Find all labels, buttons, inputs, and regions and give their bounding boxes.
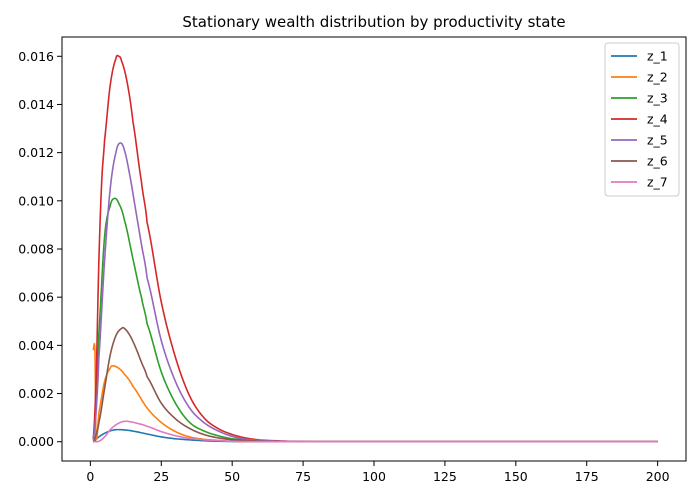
y-tick-label: 0.008 bbox=[18, 242, 54, 257]
x-tick-label: 75 bbox=[295, 469, 311, 484]
plot-frame bbox=[61, 36, 687, 462]
x-tick-label: 150 bbox=[504, 469, 528, 484]
legend: z_1 z_2 z_3 z_4 z_5 z_6 z_7 bbox=[604, 42, 680, 197]
x-tick-label: 125 bbox=[433, 469, 457, 484]
series-line-z-5 bbox=[92, 142, 658, 443]
y-tick-label: 0.010 bbox=[18, 193, 54, 208]
legend-box bbox=[604, 42, 680, 197]
x-tick-label: 200 bbox=[646, 469, 670, 484]
legend-label: z_4 bbox=[647, 112, 668, 127]
legend-label: z_2 bbox=[647, 70, 668, 85]
x-tick-label: 0 bbox=[86, 469, 94, 484]
legend-label: z_1 bbox=[647, 49, 668, 64]
series-line-z-6 bbox=[92, 326, 658, 443]
legend-label: z_7 bbox=[647, 175, 668, 190]
x-tick-label: 100 bbox=[362, 469, 386, 484]
y-axis: 0.000 0.002 0.004 0.006 0.008 0.010 0.012 0.014… bbox=[18, 49, 62, 449]
x-axis: 0 25 50 75 100 125 150 175 200 bbox=[86, 461, 670, 484]
legend-label: z_5 bbox=[647, 133, 668, 148]
series-line-z-4 bbox=[92, 54, 658, 443]
x-tick-label: 50 bbox=[224, 469, 240, 484]
chart-title: Stationary wealth distribution by produc… bbox=[182, 13, 565, 31]
series-line-z-3 bbox=[92, 197, 658, 443]
x-tick-label: 25 bbox=[153, 469, 169, 484]
y-tick-label: 0.012 bbox=[18, 145, 54, 160]
y-tick-label: 0.016 bbox=[18, 49, 54, 64]
legend-label: z_3 bbox=[647, 91, 668, 106]
y-tick-label: 0.006 bbox=[18, 290, 54, 305]
series-line-z-7 bbox=[92, 420, 658, 443]
x-tick-label: 175 bbox=[575, 469, 599, 484]
y-tick-label: 0.004 bbox=[18, 338, 54, 353]
y-tick-label: 0.002 bbox=[18, 386, 54, 401]
series-lines bbox=[92, 54, 658, 443]
y-tick-label: 0.014 bbox=[18, 97, 54, 112]
legend-label: z_6 bbox=[647, 154, 668, 169]
y-tick-label: 0.000 bbox=[18, 434, 54, 449]
